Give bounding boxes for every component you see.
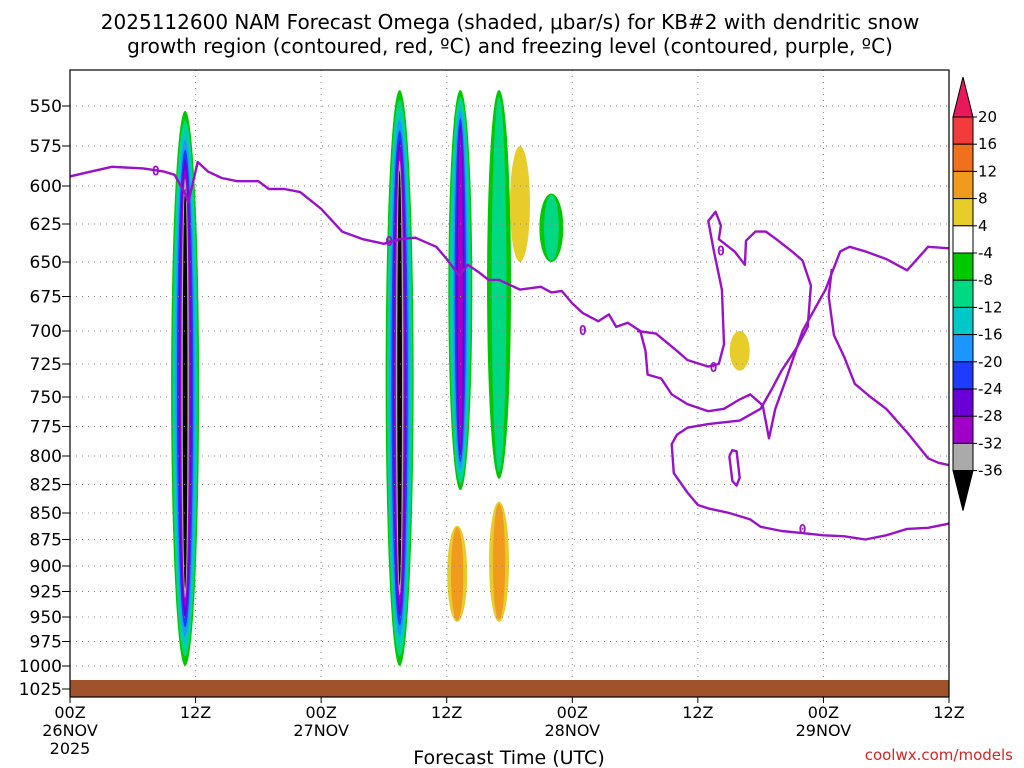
colorbar-label-7: -12 [978,298,1003,316]
y-tick-label-850: 850 [30,504,62,524]
source-credit: coolwx.com/models [865,746,1013,764]
colorbar-label-4: 4 [978,217,988,235]
colorbar-label-1: 16 [978,135,997,153]
colorbar-label-8: -16 [978,326,1003,344]
colorbar-swatch-9 [952,334,974,363]
y-tick-label-1025: 1025 [19,680,62,700]
colorbar-label-6: -8 [978,271,993,289]
y-tick-label-875: 875 [30,531,62,551]
y-tick-label-975: 975 [30,633,62,653]
contour-label-3: 0 [710,361,718,376]
y-tick-label-725: 725 [30,355,62,375]
y-tick-label-900: 900 [30,557,62,577]
omega-shade-8-0 [729,331,750,371]
x-tick-label-0: 00Z [54,703,85,722]
colorbar-label-2: 12 [978,162,997,180]
colorbar-swatch-10 [952,361,974,390]
plot-area: 0 0 0 0 0 0 [70,70,949,697]
colorbar-swatch-4 [952,198,974,227]
colorbar-label-9: -20 [978,353,1003,371]
colorbar-swatch-3 [952,170,974,200]
omega-shade-6-1 [492,503,506,620]
omega-shade-5-1 [451,527,464,621]
x-tick-label-12: 12Z [180,703,211,722]
x-tick-date-72: 29NOV [796,721,852,740]
contour-label-5: 0 [799,523,807,538]
y-tick-label-825: 825 [30,476,62,496]
y-tick-label-1000: 1000 [19,657,62,677]
colorbar-label-0: 20 [978,108,997,126]
x-tick-label-36: 12Z [431,703,462,722]
y-tick-label-550: 550 [30,97,62,117]
terrain-ground [70,680,949,697]
colorbar-label-3: 8 [978,190,988,208]
omega-shade-2-6 [457,132,463,449]
freezing-level-contour-small-loop [728,448,741,487]
freezing-level-contours: 0 0 0 0 0 0 [70,160,949,541]
colorbar-legend: 20 16 12 8 4 -4 -8 -12 -16 -20 -24 -28 -32 -36 [952,76,1003,511]
colorbar-label-10: -24 [978,380,1003,398]
y-tick-label-775: 775 [30,418,62,438]
colorbar-swatch-5 [952,225,974,254]
chart-title-line2: growth region (contoured, red, ºC) and f… [127,34,893,58]
x-axis-label: Forecast Time (UTC) [413,747,604,768]
y-tick-label-950: 950 [30,608,62,628]
colorbar-label-11: -28 [978,407,1003,425]
x-tick-label-60: 12Z [682,703,713,722]
colorbar-swatch-13 [952,442,974,472]
y-tick-label-800: 800 [30,447,62,467]
colorbar-swatch-1 [952,116,974,145]
contour-label-2: 0 [579,324,587,339]
colorbar-swatch-7 [952,279,974,308]
colorbar-swatch-12 [952,415,974,444]
x-tick-label-48: 00Z [557,703,588,722]
contour-label-0: 0 [152,165,160,180]
x-tick-date-48: 28NOV [544,721,600,740]
x-tick-date-24: 27NOV [293,721,349,740]
colorbar-swatch-8 [952,306,974,336]
y-tick-label-700: 700 [30,322,62,342]
x-tick-label-84: 12Z [933,703,964,722]
colorbar-label-13: -36 [978,462,1003,480]
omega-shade-3-1 [491,96,507,472]
y-tick-label-750: 750 [30,388,62,408]
y-tick-label-925: 925 [30,583,62,603]
x-tick-year-0: 2025 [50,739,91,758]
x-tick-label-24: 00Z [305,703,336,722]
colorbar-swatch-2 [952,143,974,172]
freezing-level-contour-main [70,160,949,440]
x-tick-date-0: 26NOV [42,721,98,740]
x-tick-label-72: 00Z [808,703,839,722]
omega-shading-layer [171,90,750,666]
y-tick-label-675: 675 [30,288,62,308]
freezing-level-contour-lower [637,210,949,541]
contour-label-1: 0 [385,235,393,250]
colorbar-swatch-6 [952,252,974,281]
freezing-level-contour-right [827,268,949,467]
omega-shade-4-1 [543,194,559,261]
y-tick-label-575: 575 [30,137,62,157]
omega-shade-7-0 [509,146,530,262]
y-tick-label-600: 600 [30,177,62,197]
colorbar-bottom-arrow [952,470,974,511]
y-axis-ticks: 550 575 600 625 650 675 700 725 750 775 800 825 850 8… [19,97,70,700]
colorbar-label-12: -32 [978,434,1003,452]
colorbar-label-5: -4 [978,244,993,262]
contour-label-4: 0 [717,244,725,259]
y-tick-label-625: 625 [30,215,62,235]
omega-shade-0-8 [182,188,188,589]
omega-shade-1-8 [397,170,402,586]
colorbar-top-arrow [952,76,974,118]
plot-frame [69,69,950,698]
y-tick-label-650: 650 [30,253,62,273]
chart-title-line1: 2025112600 NAM Forecast Omega (shaded, μ… [101,10,919,34]
gridlines [70,70,949,697]
colorbar-swatch-11 [952,388,974,417]
